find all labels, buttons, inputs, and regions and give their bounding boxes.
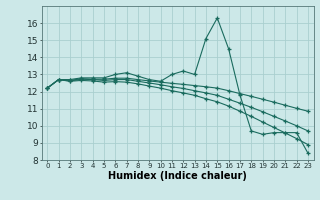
X-axis label: Humidex (Indice chaleur): Humidex (Indice chaleur) — [108, 171, 247, 181]
